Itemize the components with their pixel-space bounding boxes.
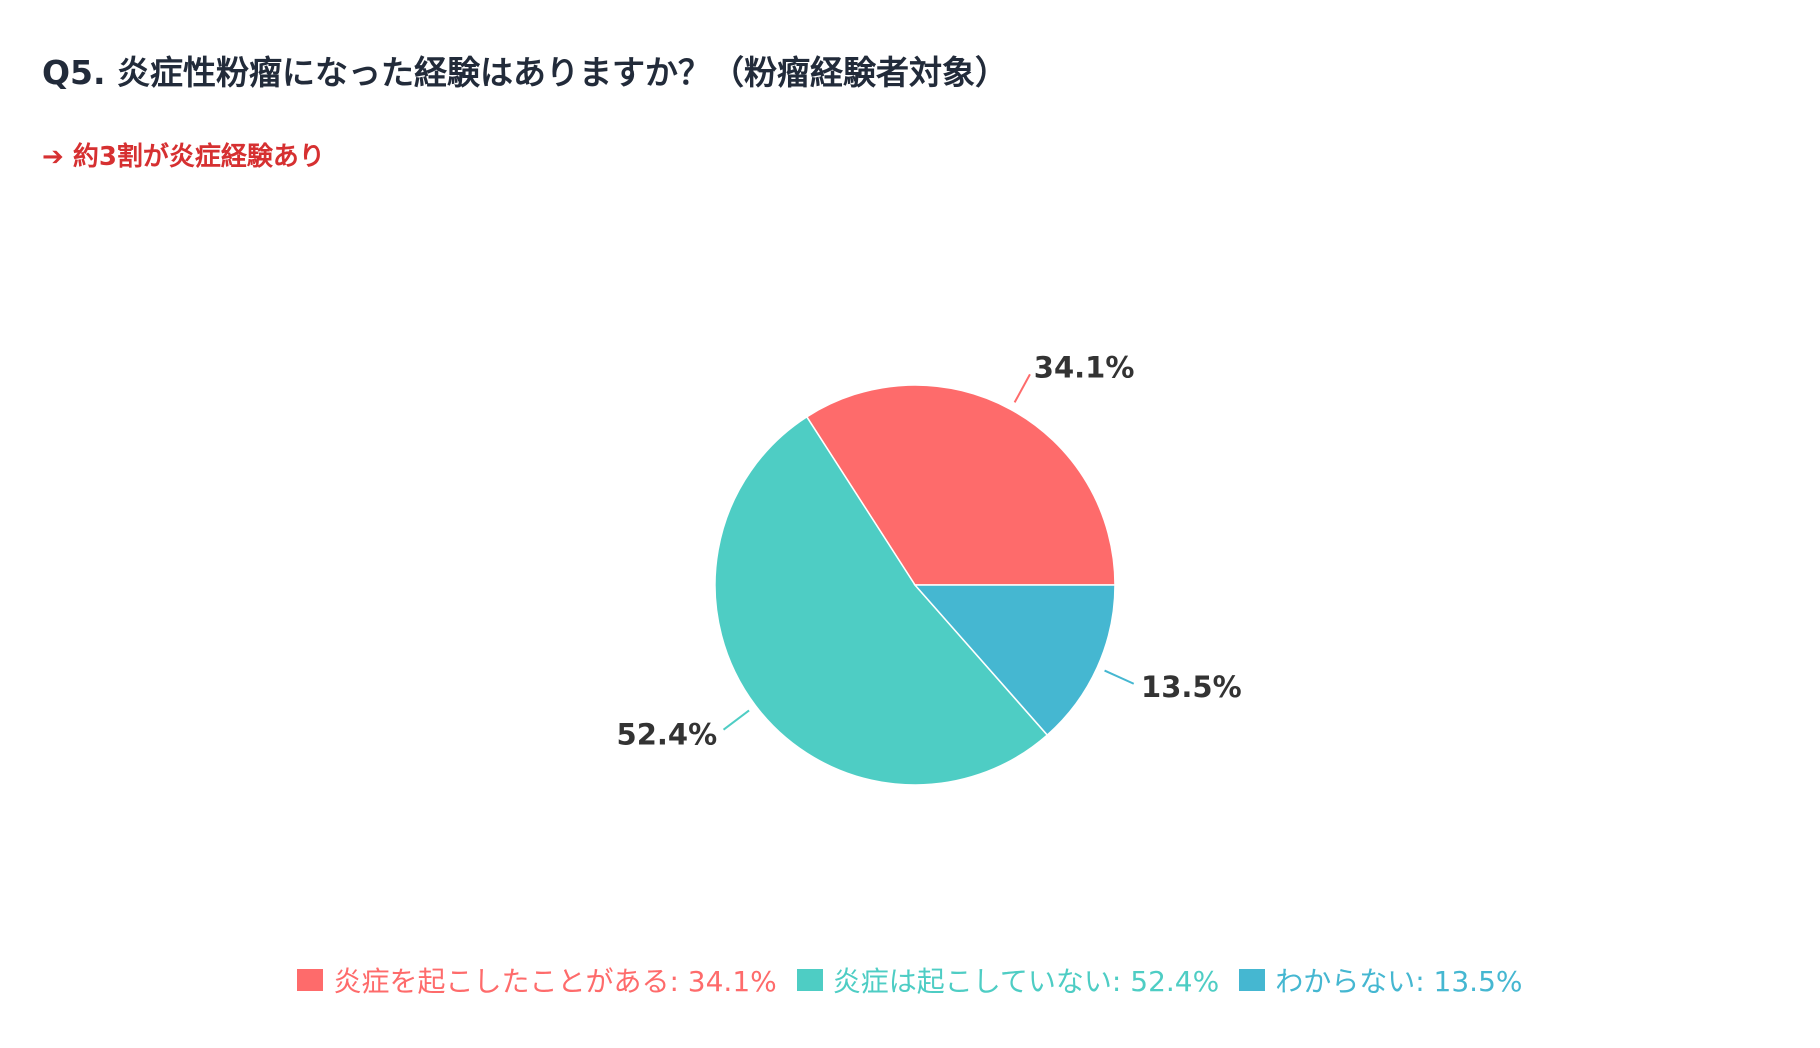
legend-swatch xyxy=(297,969,324,991)
legend-label: わからない: 13.5% xyxy=(1275,965,1523,998)
legend-item: 炎症を起こしたことがある: 34.1% xyxy=(297,960,777,1000)
data-label: 34.1% xyxy=(1034,350,1135,384)
pie-slices xyxy=(714,384,1116,786)
data-label: 13.5% xyxy=(1141,670,1242,704)
legend-label: 炎症は起こしていない: 52.4% xyxy=(832,965,1220,998)
leader-line xyxy=(1013,373,1031,403)
legend-label: 炎症を起こしたことがある: 34.1% xyxy=(333,965,777,998)
leader-line xyxy=(722,709,750,731)
legend-swatch xyxy=(1239,969,1266,991)
leader-lines xyxy=(722,373,1135,731)
legend-swatch xyxy=(796,969,823,991)
legend-item: わからない: 13.5% xyxy=(1239,960,1523,1000)
leader-line xyxy=(1104,669,1135,685)
data-label: 52.4% xyxy=(617,718,718,752)
pie-slice xyxy=(805,384,1116,586)
chart-legend: 炎症を起こしたことがある: 34.1% 炎症は起こしていない: 52.4% わからな… xyxy=(0,960,1820,1000)
pie-slice xyxy=(714,415,1049,786)
pie-slice xyxy=(913,584,1116,737)
chart-subtitle: ➔ 約3割が炎症経験あり xyxy=(42,142,325,172)
data-labels: 34.1% 52.4% 13.5% xyxy=(617,350,1242,751)
chart-title: Q5. 炎症性粉瘤になった経験はありますか？（粉瘤経験者対象） xyxy=(42,53,1009,92)
legend-item: 炎症は起こしていない: 52.4% xyxy=(796,960,1220,1000)
